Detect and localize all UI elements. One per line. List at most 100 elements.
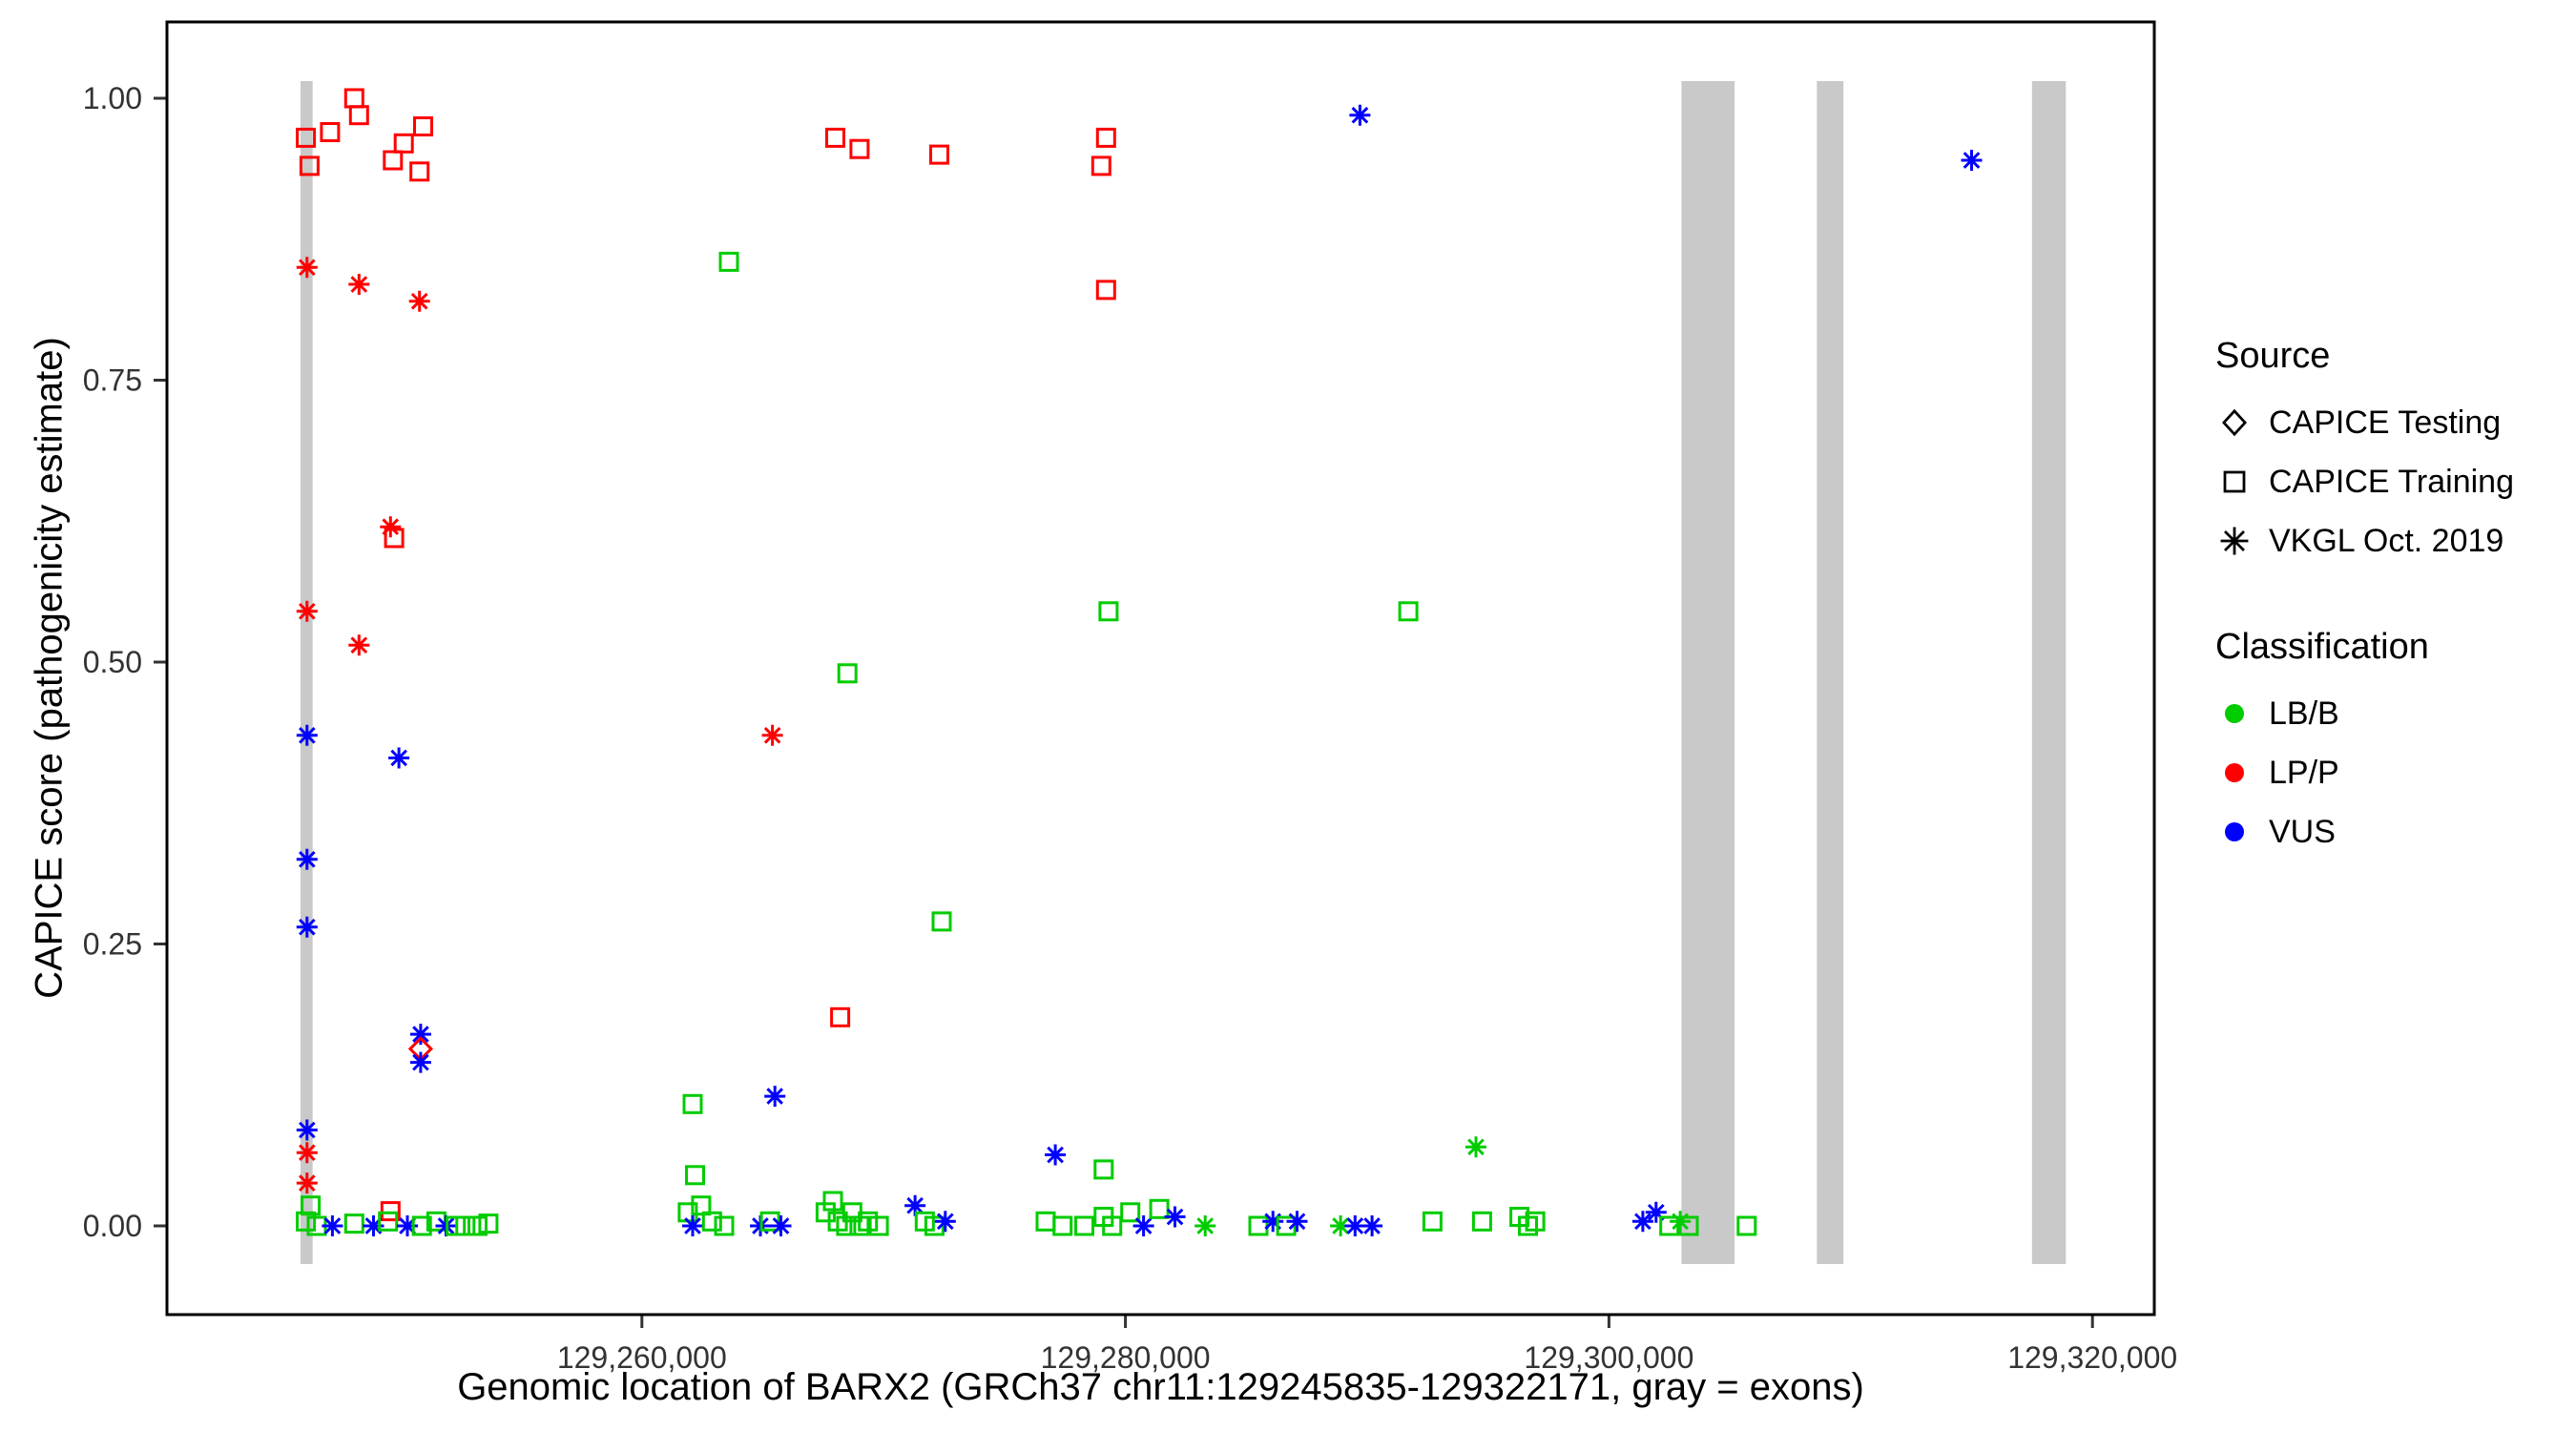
data-point-square [1276,1215,1297,1236]
data-point-square [822,1191,843,1212]
data-point-asterisk [1195,1215,1216,1236]
x-tick-label: 129,300,000 [1524,1340,1693,1375]
legend-source-group: Source CAPICE Testing CAPICE Training VK… [2215,336,2514,560]
data-point-asterisk [296,1119,318,1141]
data-point-square [1471,1211,1492,1232]
diamond-icon [2222,408,2247,437]
exon-bar [1681,81,1735,1264]
green-dot-icon [2225,704,2244,723]
data-point-square [858,1211,879,1232]
data-point-square [1248,1215,1269,1236]
data-point-square [1120,1202,1141,1223]
data-point-asterisk [322,1215,343,1236]
data-point-asterisk [1344,1215,1366,1236]
data-point-square [411,1215,432,1236]
data-point-asterisk [1631,1211,1653,1233]
data-point-asterisk [296,916,318,938]
data-point-square [718,251,739,272]
legend-item-label: CAPICE Testing [2269,404,2502,441]
y-axis-title: CAPICE score (pathogenicity estimate) [28,337,71,999]
data-point-square [380,1201,401,1222]
legend: Source CAPICE Testing CAPICE Training VK… [2215,336,2514,918]
x-tick-label: 129,280,000 [1041,1340,1211,1375]
blue-dot-icon [2225,822,2244,841]
data-point-asterisk [380,516,402,538]
data-point-square [701,1211,722,1232]
data-point-square [1093,1159,1114,1180]
data-point-square [682,1093,703,1114]
data-point-square [296,127,317,148]
data-point-asterisk [934,1211,956,1233]
data-point-square [759,1211,780,1232]
data-point-square [455,1215,476,1236]
data-point-square [343,1213,364,1234]
legend-item-label: CAPICE Training [2269,463,2514,500]
data-point-square [1102,1215,1123,1236]
data-point-square [1149,1198,1170,1219]
data-point-square [837,663,858,684]
legend-classification-group: Classification LB/B LP/P VUS [2215,627,2514,851]
x-axis-title: Genomic location of BARX2 (GRCh37 chr11:… [457,1366,1864,1408]
legend-item-lbb: LB/B [2215,695,2514,733]
data-point-asterisk [408,290,430,312]
data-point-asterisk [1961,150,1983,171]
data-point-square [1052,1215,1073,1236]
data-point-asterisk [764,1086,786,1108]
data-point-asterisk [296,848,318,870]
legend-item-label: VKGL Oct. 2019 [2269,522,2504,559]
exon-bar [301,81,313,1264]
y-tick-label: 0.75 [83,363,142,398]
data-point-square [836,1215,857,1236]
data-point-square [1095,127,1116,148]
data-point-square [1736,1215,1757,1236]
y-tick-label: 1.00 [83,81,142,115]
data-point-square [343,88,364,109]
square-icon [2223,470,2246,493]
data-point-square [849,138,870,159]
data-point-asterisk [1286,1211,1308,1233]
data-point-asterisk [296,257,318,279]
data-point-asterisk [770,1215,792,1236]
data-point-square [348,105,369,126]
data-point-square [378,1211,399,1232]
data-point-asterisk [388,747,410,769]
data-point-square [409,161,430,182]
data-point-asterisk [1262,1211,1284,1233]
data-point-square [1095,280,1116,301]
asterisk-icon [2220,527,2249,555]
legend-item-vkgl: VKGL Oct. 2019 [2215,522,2514,560]
legend-item-label: VUS [2269,813,2336,850]
data-point-square [1398,601,1419,622]
data-point-square [1525,1211,1546,1232]
data-point-square [1422,1211,1443,1232]
y-tick-label: 0.50 [83,645,142,679]
plot-panel-border [165,20,2156,1317]
legend-item-lpp: LP/P [2215,754,2514,792]
x-tick-label: 129,260,000 [557,1340,727,1375]
data-point-asterisk [1164,1206,1186,1228]
data-point-asterisk [348,634,370,656]
data-point-square [924,1215,945,1236]
data-point-square [384,528,405,549]
data-point-square [1098,601,1119,622]
data-point-asterisk [1361,1215,1383,1236]
data-point-square [931,911,952,932]
data-point-square [393,133,414,154]
data-point-square [1074,1215,1094,1236]
legend-source-title: Source [2215,336,2331,376]
exon-bar [1817,81,1844,1264]
data-point-asterisk [296,724,318,746]
data-point-square [413,116,433,136]
data-point-asterisk [1349,104,1371,126]
legend-item-label: LP/P [2269,754,2339,791]
exon-bar [2031,81,2067,1264]
data-point-asterisk [296,600,318,622]
data-point-square [478,1213,499,1234]
legend-classification-title: Classification [2215,627,2429,667]
data-point-square [929,144,949,165]
data-point-square [1035,1211,1056,1232]
data-point-square [685,1165,705,1186]
x-tick-label: 129,320,000 [2007,1340,2177,1375]
